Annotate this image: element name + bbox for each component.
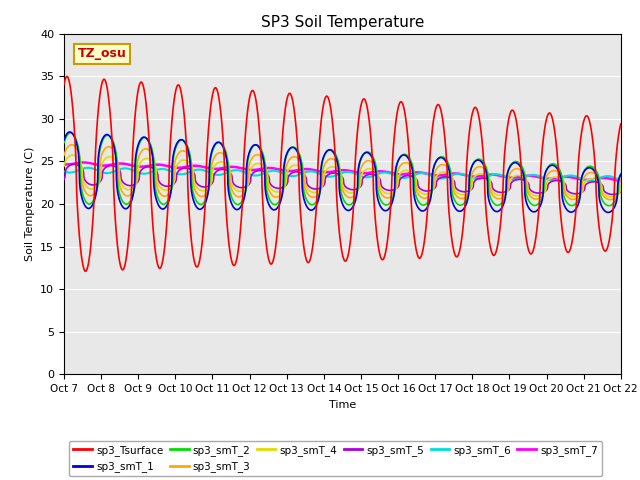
sp3_smT_5: [616, 189, 624, 195]
sp3_smT_1: [604, 210, 612, 216]
Y-axis label: Soil Temperature (C): Soil Temperature (C): [24, 147, 35, 261]
sp3_smT_6: [161, 166, 168, 172]
sp3_smT_3: [322, 160, 330, 166]
sp3_smT_5: [499, 190, 507, 195]
sp3_smT_5: [467, 187, 475, 192]
sp3_smT_7: [80, 159, 88, 165]
sp3_smT_7: [467, 173, 475, 179]
sp3_smT_6: [84, 165, 92, 170]
sp3_smT_4: [322, 168, 330, 174]
sp3_smT_6: [467, 175, 475, 180]
sp3_smT_6: [499, 173, 507, 179]
sp3_smT_1: [499, 203, 507, 209]
Line: sp3_smT_7: sp3_smT_7: [64, 162, 621, 181]
sp3_smT_4: [161, 187, 168, 193]
sp3_smT_4: [60, 163, 68, 169]
sp3_smT_6: [322, 173, 330, 179]
sp3_smT_2: [616, 172, 624, 178]
sp3_smT_5: [60, 177, 68, 182]
sp3_Tsurface: [322, 94, 330, 100]
sp3_smT_7: [60, 161, 68, 167]
sp3_smT_5: [617, 189, 625, 194]
sp3_smT_3: [436, 162, 444, 168]
sp3_smT_3: [616, 178, 624, 184]
sp3_smT_2: [467, 166, 475, 171]
sp3_smT_5: [609, 192, 617, 197]
sp3_Tsurface: [82, 268, 90, 274]
Title: SP3 Soil Temperature: SP3 Soil Temperature: [260, 15, 424, 30]
sp3_Tsurface: [436, 106, 444, 112]
sp3_smT_5: [322, 175, 330, 180]
sp3_smT_2: [161, 201, 168, 207]
sp3_smT_2: [436, 154, 444, 160]
sp3_Tsurface: [617, 121, 625, 127]
sp3_smT_7: [322, 169, 330, 175]
sp3_smT_1: [66, 129, 74, 135]
sp3_smT_2: [60, 140, 68, 145]
Line: sp3_smT_5: sp3_smT_5: [64, 164, 621, 194]
sp3_smT_3: [68, 142, 76, 148]
sp3_smT_7: [499, 173, 507, 179]
sp3_smT_4: [499, 192, 507, 198]
sp3_smT_1: [436, 155, 444, 160]
sp3_smT_3: [467, 174, 475, 180]
Legend: sp3_Tsurface, sp3_smT_1, sp3_smT_2, sp3_smT_3, sp3_smT_4, sp3_smT_5, sp3_smT_6, : sp3_Tsurface, sp3_smT_1, sp3_smT_2, sp3_…: [69, 441, 602, 476]
sp3_smT_7: [161, 162, 168, 168]
sp3_smT_3: [617, 177, 625, 182]
sp3_Tsurface: [161, 247, 168, 253]
X-axis label: Time: Time: [329, 400, 356, 409]
Line: sp3_Tsurface: sp3_Tsurface: [64, 76, 621, 271]
sp3_smT_3: [606, 197, 614, 203]
sp3_smT_5: [161, 183, 168, 189]
sp3_smT_6: [616, 177, 624, 183]
sp3_smT_4: [436, 170, 444, 176]
sp3_Tsurface: [60, 82, 68, 87]
Line: sp3_smT_3: sp3_smT_3: [64, 145, 621, 200]
sp3_smT_4: [616, 188, 624, 193]
sp3_smT_6: [586, 178, 593, 184]
sp3_smT_3: [60, 152, 68, 158]
sp3_smT_1: [616, 173, 624, 179]
sp3_smT_3: [161, 193, 168, 199]
sp3_smT_3: [499, 194, 507, 200]
sp3_smT_4: [617, 183, 625, 189]
sp3_smT_6: [436, 176, 444, 181]
sp3_smT_7: [616, 178, 624, 184]
sp3_smT_1: [467, 165, 475, 171]
Line: sp3_smT_2: sp3_smT_2: [64, 133, 621, 205]
sp3_smT_1: [322, 150, 330, 156]
sp3_smT_2: [605, 203, 612, 208]
sp3_smT_2: [499, 199, 507, 204]
Line: sp3_smT_4: sp3_smT_4: [64, 155, 621, 197]
sp3_Tsurface: [468, 115, 476, 121]
sp3_Tsurface: [499, 186, 507, 192]
sp3_smT_1: [60, 137, 68, 143]
sp3_smT_6: [60, 168, 68, 174]
sp3_Tsurface: [616, 123, 624, 129]
sp3_Tsurface: [63, 73, 71, 79]
Line: sp3_smT_6: sp3_smT_6: [64, 168, 621, 181]
sp3_smT_5: [70, 161, 78, 167]
Text: TZ_osu: TZ_osu: [78, 48, 127, 60]
sp3_smT_1: [161, 206, 168, 212]
Line: sp3_smT_1: sp3_smT_1: [64, 132, 621, 213]
sp3_smT_4: [607, 194, 615, 200]
sp3_smT_7: [617, 178, 625, 184]
sp3_smT_4: [467, 186, 475, 192]
sp3_smT_4: [68, 152, 76, 158]
sp3_smT_2: [67, 130, 74, 136]
sp3_smT_2: [322, 150, 330, 156]
sp3_smT_7: [436, 172, 444, 178]
sp3_smT_1: [617, 172, 625, 178]
sp3_smT_2: [617, 171, 625, 177]
sp3_smT_5: [436, 175, 444, 180]
sp3_smT_6: [617, 178, 625, 183]
